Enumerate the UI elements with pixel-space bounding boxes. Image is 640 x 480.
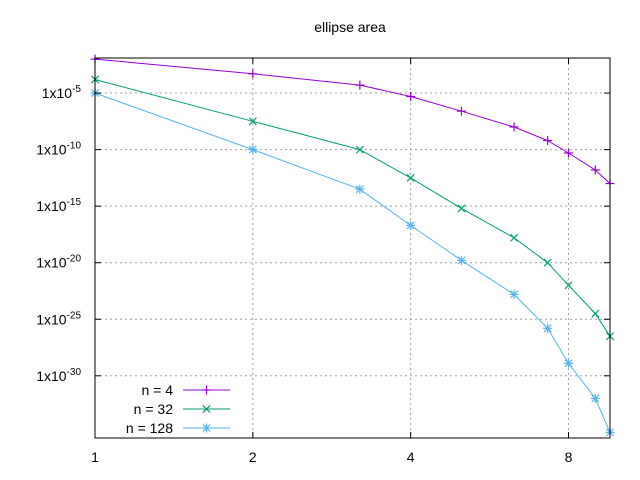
- data-point: [509, 289, 519, 299]
- legend-label: n = 128: [126, 420, 173, 436]
- data-point: [406, 220, 416, 230]
- y-tick-label: 1x10-10: [36, 141, 81, 158]
- legend-label: n = 4: [141, 382, 173, 398]
- y-tick-label: 1x10-5: [42, 84, 82, 101]
- data-point: [563, 358, 573, 368]
- x-tick-label: 8: [565, 449, 573, 465]
- axes: 1 2 4 8 1x10-5 1x10-10 1x10-15 1x10-20 1x10-25 1x…: [36, 57, 611, 465]
- y-tick-label: 1x10-20: [36, 254, 81, 271]
- y-tick-label: 1x10-30: [36, 367, 81, 384]
- data-point: [457, 204, 466, 213]
- series-2-line: [94, 79, 611, 337]
- data-point: [355, 145, 364, 154]
- x-tick-label: 1: [91, 449, 99, 465]
- series-1-line: [94, 58, 611, 184]
- chart-title: ellipse area: [314, 19, 386, 35]
- series-layer: [90, 54, 615, 437]
- data-point: [355, 184, 365, 194]
- x-tick-label: 2: [249, 449, 257, 465]
- data-point: [406, 91, 416, 101]
- data-point: [590, 393, 600, 403]
- legend-marker: [202, 385, 211, 395]
- y-tick-label: 1x10-25: [36, 310, 81, 327]
- data-point: [456, 255, 466, 265]
- grid: [95, 58, 610, 438]
- legend-label: n = 32: [134, 401, 174, 417]
- data-point: [564, 281, 573, 290]
- data-point: [509, 122, 519, 132]
- x-tick-label: 4: [407, 449, 415, 465]
- plot-frame: [94, 57, 611, 439]
- series-3-line: [94, 92, 611, 433]
- data-point: [543, 323, 553, 333]
- data-point: [543, 258, 552, 267]
- data-point: [248, 69, 258, 79]
- data-point: [510, 233, 519, 242]
- data-point: [406, 173, 415, 182]
- data-point: [456, 106, 466, 116]
- data-point: [543, 136, 553, 146]
- data-point: [248, 117, 257, 126]
- legend: n = 4 n = 32 n = 128: [126, 382, 230, 436]
- data-point: [591, 309, 600, 318]
- legend-marker: [202, 423, 211, 433]
- data-point: [355, 80, 365, 90]
- y-tick-label: 1x10-15: [36, 197, 81, 214]
- data-point: [590, 165, 600, 175]
- legend-marker: [202, 404, 211, 414]
- data-point: [248, 145, 258, 155]
- data-point: [563, 148, 573, 158]
